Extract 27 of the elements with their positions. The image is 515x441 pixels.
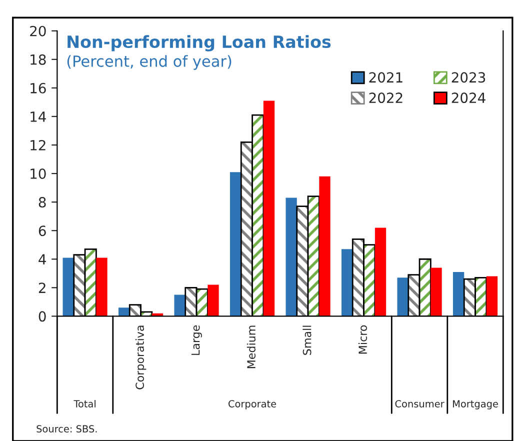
text: Total	[74, 400, 96, 408]
legend-label: 2024	[452, 92, 486, 104]
x-tick-label: Large	[192, 325, 202, 355]
source-note: Source: SBS.	[36, 425, 97, 432]
chart-title: Non-performing Loan Ratios	[68, 35, 331, 52]
x-tick-label: Micro	[358, 325, 368, 354]
text: Mortgage	[453, 400, 498, 410]
text: Corporate	[228, 400, 276, 410]
legend-label: 2021	[369, 72, 402, 83]
y-tick-label: 18	[30, 54, 46, 65]
y-tick-label: 12	[30, 140, 46, 150]
y-tick-label: 14	[30, 112, 46, 122]
y-tick-label: 0	[38, 311, 46, 322]
y-tick-label: 8	[38, 197, 46, 208]
y-tick-label: 2	[38, 282, 46, 293]
y-tick-label: 6	[38, 226, 46, 236]
y-tick-label: 16	[30, 82, 46, 94]
y-tick-label: 10	[30, 168, 46, 180]
legend-label: 2022	[369, 92, 402, 104]
legend-label: 2023	[452, 72, 486, 83]
text: Consumer	[395, 400, 444, 408]
text: (Percent, end of year)	[67, 55, 232, 70]
y-tick-label: 4	[38, 254, 46, 264]
x-tick-label: Medium	[246, 326, 256, 368]
y-tick-label: 20	[30, 26, 46, 36]
x-tick-label: Small	[302, 326, 312, 355]
x-tick-label: Corporativa	[135, 326, 146, 390]
